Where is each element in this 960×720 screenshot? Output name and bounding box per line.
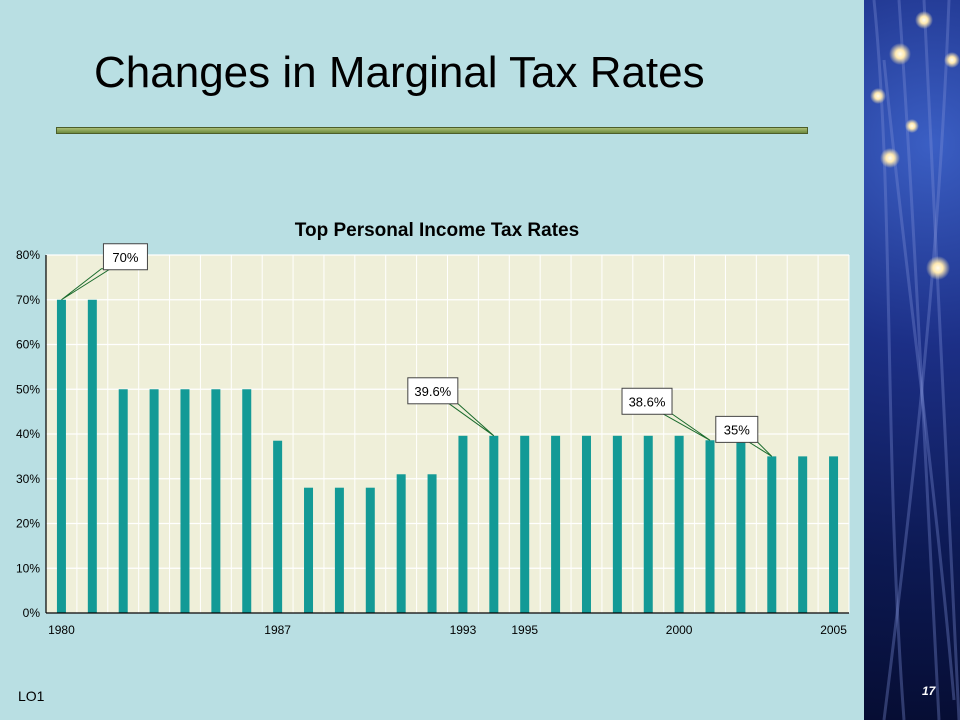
bar-1986 <box>242 389 252 613</box>
x-tick-label: 2005 <box>820 623 847 637</box>
callout-box <box>715 415 759 443</box>
bar-1987 <box>273 440 283 613</box>
x-tick-label: 2000 <box>666 623 693 637</box>
x-tick-label: 1980 <box>48 623 75 637</box>
bar-1984 <box>180 389 190 613</box>
bar-1993 <box>458 435 468 613</box>
title-rule <box>56 127 808 134</box>
bar-1985 <box>211 389 221 613</box>
bar-1998 <box>612 435 622 613</box>
callout-label: 35% <box>724 422 750 437</box>
y-tick-label: 40% <box>16 427 40 441</box>
bar-2002 <box>736 440 746 613</box>
bar-1983 <box>149 389 159 613</box>
y-tick-label: 10% <box>16 561 40 575</box>
bar-1994 <box>489 435 499 613</box>
x-tick-label: 1987 <box>264 623 291 637</box>
callout-label: 38.6% <box>629 394 666 409</box>
bar-2001 <box>705 440 715 613</box>
y-tick-label: 60% <box>16 338 40 352</box>
bar-1982 <box>118 389 128 613</box>
bar-1997 <box>581 435 591 613</box>
bar-1996 <box>551 435 561 613</box>
bar-2005 <box>829 456 839 613</box>
callout-box <box>621 387 673 415</box>
bar-1990 <box>365 487 375 613</box>
y-tick-label: 30% <box>16 472 40 486</box>
callout-box <box>102 243 148 271</box>
bar-1992 <box>427 474 437 613</box>
fiber-lights-image <box>870 0 960 720</box>
x-tick-label: 1995 <box>511 623 538 637</box>
plot-area: 0% 10% 20% 30% 40% 50% 60% 70% 80% 1980 1987 1993 19… <box>16 243 850 637</box>
bar-1981 <box>87 299 97 613</box>
bar-2003 <box>767 456 777 613</box>
y-tick-label: 70% <box>16 293 40 307</box>
callout-label: 70% <box>112 250 138 265</box>
callout-label: 39.6% <box>414 384 451 399</box>
bar-2004 <box>798 456 808 613</box>
y-tick-label: 50% <box>16 382 40 396</box>
y-tick-label: 80% <box>16 248 40 262</box>
bar-2000 <box>674 435 684 613</box>
learning-objective-label: LO1 <box>18 688 45 704</box>
bar-1999 <box>643 435 653 613</box>
y-tick-label: 0% <box>23 606 41 620</box>
fiber-optic-decoration: 17 <box>864 0 960 720</box>
page-number: 17 <box>922 684 936 698</box>
bar-1995 <box>520 435 530 613</box>
bar-1989 <box>334 487 344 613</box>
callout-box <box>407 377 459 405</box>
bar-1988 <box>304 487 314 613</box>
slide-title: Changes in Marginal Tax Rates <box>94 48 705 97</box>
chart-title: Top Personal Income Tax Rates <box>295 220 579 241</box>
tax-rate-chart: Top Personal Income Tax Rates 0% 10% 20% 30… <box>16 220 850 637</box>
x-tick-label: 1993 <box>450 623 477 637</box>
bar-1980 <box>56 299 66 613</box>
bar-1991 <box>396 474 406 613</box>
y-tick-label: 20% <box>16 517 40 531</box>
